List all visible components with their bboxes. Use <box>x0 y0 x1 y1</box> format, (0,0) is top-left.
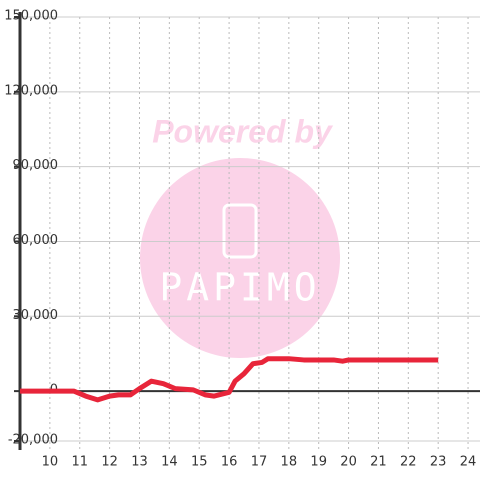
x-tick-label: 14 <box>161 455 178 470</box>
y-tick-label: 120,000 <box>4 83 58 98</box>
watermark-icon <box>222 203 258 259</box>
y-tick-label: 150,000 <box>4 9 58 24</box>
x-tick-label: 11 <box>71 455 88 470</box>
x-tick-label: 22 <box>400 455 417 470</box>
x-tick-label: 21 <box>370 455 387 470</box>
x-tick-label: 19 <box>310 455 327 470</box>
x-tick-label: 16 <box>221 455 238 470</box>
x-tick-label: 24 <box>460 455 477 470</box>
x-tick-label: 20 <box>340 455 357 470</box>
x-tick-label: 13 <box>131 455 148 470</box>
x-tick-label: 17 <box>251 455 268 470</box>
watermark: Powered by <box>152 113 334 149</box>
x-tick-label: 23 <box>430 455 447 470</box>
y-tick-label: -20,000 <box>8 433 58 448</box>
x-tick-label: 10 <box>42 455 59 470</box>
y-tick-label: 90,000 <box>13 158 59 173</box>
x-tick-label: 18 <box>281 455 298 470</box>
line <box>20 356 439 403</box>
x-tick-label: 15 <box>191 455 208 470</box>
y-tick-label: 60,000 <box>13 233 59 248</box>
y-tick-label: 30,000 <box>13 308 59 323</box>
x-tick-label: 12 <box>101 455 118 470</box>
watermark-brand: PAPIMO <box>159 266 320 310</box>
